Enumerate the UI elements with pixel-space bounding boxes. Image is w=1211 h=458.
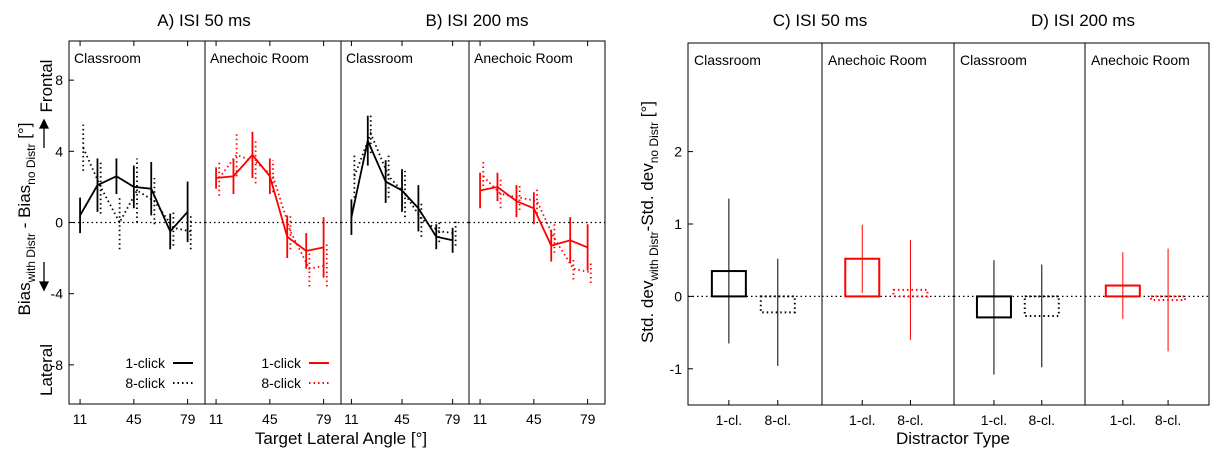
series-line <box>353 131 456 235</box>
panel-label: Classroom <box>74 50 141 66</box>
legend-label: 8-click <box>261 375 302 391</box>
panel-label: Anechoic Room <box>210 50 309 66</box>
panel-frame <box>1084 42 1210 406</box>
panel-label: Anechoic Room <box>828 52 927 68</box>
panel-classroom: Classroom 11 45 79 <box>340 40 470 427</box>
direction-arrows <box>38 118 50 292</box>
x-tick-label: 11 <box>209 411 224 427</box>
legend-label: 8-click <box>125 375 166 391</box>
panel-classroom: Classroom 1-cl. 8-cl. <box>953 42 1086 428</box>
y-tick-label: 8 <box>55 72 63 88</box>
x-tick-label: 1-cl. <box>1110 412 1136 428</box>
legend: 1-click 8-click <box>261 355 329 391</box>
panel-classroom: Classroom 11 45 79 <box>68 40 206 427</box>
series-1-click <box>79 158 189 250</box>
bar-8cl <box>892 288 929 298</box>
y-tick-label: -4 <box>51 286 64 302</box>
y-tick-label: 0 <box>55 215 63 231</box>
bar-1cl <box>1104 284 1141 298</box>
chart-d-title: D) ISI 200 ms <box>1031 11 1135 30</box>
legend: 1-click 8-click <box>125 355 193 391</box>
line-chart-a: Classroom 11 45 79 Anechoic Room 11 45 79 -8 -4 0 4… <box>51 40 342 427</box>
down-arrowhead-icon <box>38 281 50 292</box>
chart-b-title: B) ISI 200 ms <box>426 11 529 30</box>
x-tick-label: 79 <box>580 411 596 427</box>
lateral-label: Lateral <box>37 344 56 396</box>
x-tick-label: 79 <box>316 411 332 427</box>
up-arrowhead-icon <box>38 118 50 129</box>
x-tick-label: 1-cl. <box>849 412 875 428</box>
legend-label: 1-click <box>125 355 166 371</box>
line-chart-b: Classroom 11 45 79 Anechoic Room 11 45 79 <box>340 40 606 427</box>
left-y-axis-label: Biaswith Distr - Biasno Distr [°] <box>15 123 38 316</box>
x-tick-label: 8-cl. <box>1029 412 1055 428</box>
series-8-click <box>482 162 592 283</box>
panel-label: Anechoic Room <box>474 50 573 66</box>
bar-1cl <box>975 295 1012 319</box>
panel-frame <box>687 42 823 406</box>
bar-charts: Classroom 1-cl. 8-cl. Anechoic Room 1-cl. 8-c… <box>670 42 1210 428</box>
series-8-click <box>82 124 192 250</box>
frontal-direction-label: Frontal <box>37 60 56 113</box>
panel-label: Classroom <box>960 52 1027 68</box>
x-tick-label: 79 <box>180 411 196 427</box>
left-x-axis-label: Target Lateral Angle [°] <box>255 429 427 448</box>
x-tick-label: 45 <box>262 411 278 427</box>
panel-anechoic-room: Anechoic Room 1-cl. 8-cl. <box>1084 42 1210 428</box>
y-tick-label: 1 <box>674 216 682 232</box>
bar-1cl <box>844 257 881 298</box>
left-y-axis-label-text: Biaswith Distr - Biasno Distr [°] <box>15 123 38 316</box>
panel-anechoic-room: Anechoic Room 11 45 79 <box>204 40 342 427</box>
y-tick-label: -8 <box>51 357 64 373</box>
panel-label: Anechoic Room <box>1091 52 1190 68</box>
y-tick-label: 4 <box>55 143 63 159</box>
x-tick-label: 45 <box>126 411 142 427</box>
x-tick-label: 1-cl. <box>981 412 1007 428</box>
right-y-axis-label: Std. devwith Distr-Std. devno Distr [°] <box>638 101 661 343</box>
x-tick-label: 11 <box>344 411 359 427</box>
x-tick-label: 8-cl. <box>1155 412 1181 428</box>
panel-frame <box>821 42 955 406</box>
panel-label: Classroom <box>346 50 413 66</box>
y-tick-label: 0 <box>674 288 682 304</box>
bar-chart-c: Classroom 1-cl. 8-cl. Anechoic Room 1-cl. 8-c… <box>670 42 955 428</box>
y-tick-label: -1 <box>670 361 683 377</box>
legend-label: 1-click <box>261 355 302 371</box>
right-x-axis-label: Distractor Type <box>896 429 1010 448</box>
x-tick-label: 8-cl. <box>897 412 923 428</box>
series-1-click <box>350 115 454 253</box>
x-tick-label: 45 <box>394 411 410 427</box>
x-tick-label: 11 <box>473 411 488 427</box>
series-1-click <box>215 131 325 278</box>
line-charts: Classroom 11 45 79 Anechoic Room 11 45 79 -8 -4 0 4… <box>51 40 606 427</box>
panel-frame <box>953 42 1086 406</box>
x-tick-label: 45 <box>526 411 542 427</box>
bar-8cl <box>759 295 796 314</box>
x-tick-label: 8-cl. <box>765 412 791 428</box>
right-y-axis-label-text: Std. devwith Distr-Std. devno Distr [°] <box>638 101 661 343</box>
x-tick-label: 79 <box>445 411 461 427</box>
bar-8cl <box>1150 295 1187 302</box>
x-tick-label: 1-cl. <box>716 412 742 428</box>
frontal-label: Frontal <box>37 60 56 113</box>
bar-chart-d: Classroom 1-cl. 8-cl. Anechoic Room 1-cl. 8-c… <box>953 42 1210 428</box>
chart-c-title: C) ISI 50 ms <box>773 11 867 30</box>
panel-label: Classroom <box>694 52 761 68</box>
series-8-click <box>353 113 457 246</box>
panel-classroom: Classroom 1-cl. 8-cl. <box>687 42 823 428</box>
series-line <box>218 153 327 270</box>
lateral-direction-label: Lateral <box>37 344 56 396</box>
bar-1cl <box>710 270 747 298</box>
panel-anechoic-room: Anechoic Room 1-cl. 8-cl. <box>821 42 955 428</box>
x-tick-label: 11 <box>73 411 88 427</box>
y-tick-label: 2 <box>674 144 682 160</box>
panel-anechoic-room: Anechoic Room 11 45 79 <box>468 40 606 427</box>
series-1-click <box>479 172 589 271</box>
series-8-click <box>218 133 328 287</box>
chart-a-title: A) ISI 50 ms <box>157 11 251 30</box>
